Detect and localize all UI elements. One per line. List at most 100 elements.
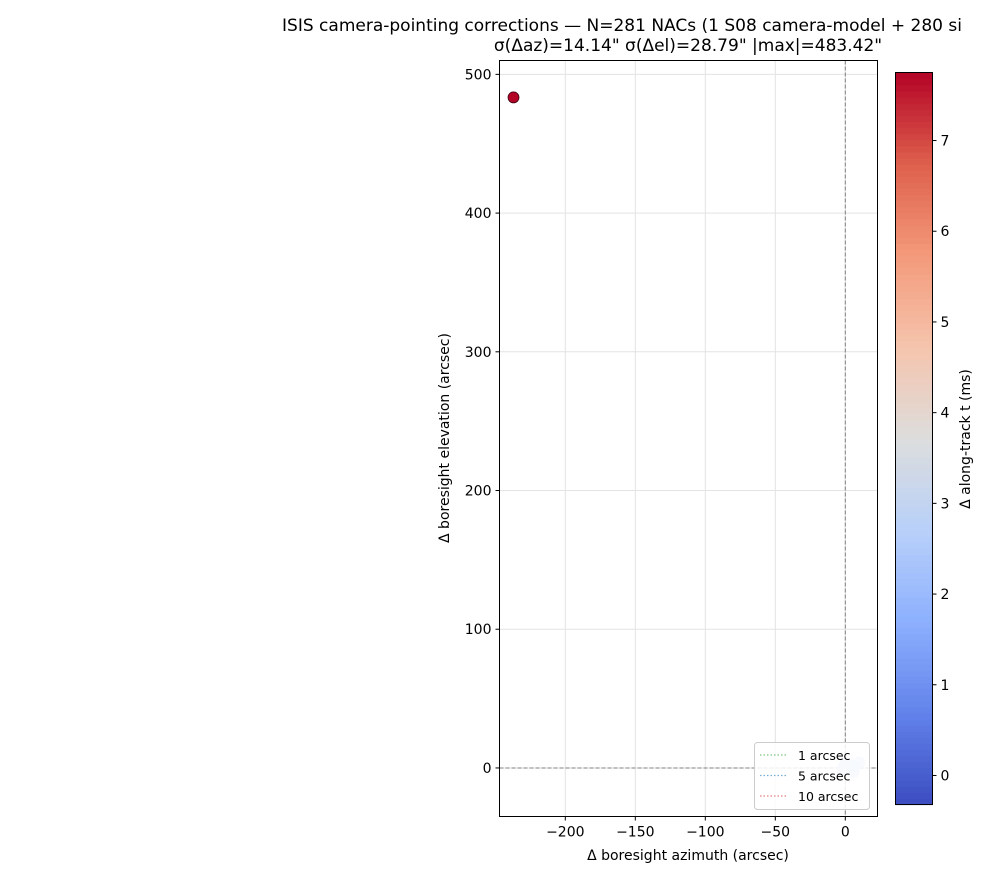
colorbar-segment (895, 426, 933, 433)
colorbar-segment (895, 737, 933, 745)
colorbar-segment (895, 725, 933, 732)
colorbar-segment (895, 176, 933, 183)
colorbar-segment (895, 761, 933, 769)
colorbar-segment (895, 243, 933, 250)
colorbar-gradient (895, 72, 933, 806)
colorbar-segment (895, 316, 933, 324)
colorbar-segment (895, 438, 933, 446)
legend-label: 10 arcsec (798, 789, 858, 804)
y-tick-label: 0 (483, 761, 492, 777)
colorbar-segment (895, 792, 933, 799)
colorbar-segment (895, 627, 933, 635)
legend-label: 5 arcsec (798, 769, 851, 784)
colorbar-segment (895, 645, 933, 653)
colorbar-segment (895, 597, 933, 604)
colorbar-tick-label: 0 (941, 768, 950, 784)
colorbar-segment (895, 639, 933, 647)
colorbar-segment (895, 481, 933, 488)
colorbar-segment (895, 505, 933, 513)
colorbar-segment (895, 700, 933, 708)
plot-area: −200 −150 −100 −50 0 0 100 200 300 400 500 (465, 60, 878, 841)
colorbar-segment (895, 780, 933, 787)
colorbar-tick-label: 7 (941, 134, 950, 150)
colorbar-segment (895, 682, 933, 690)
colorbar-segment (895, 743, 933, 751)
colorbar-segment (895, 487, 933, 494)
data-point (507, 91, 520, 104)
colorbar-segment (895, 322, 933, 330)
colorbar-tick-label: 3 (941, 496, 950, 512)
colorbar-segment (895, 420, 933, 427)
colorbar-segment (895, 456, 933, 464)
y-tick-label: 400 (465, 206, 492, 222)
colorbar-segment (895, 432, 933, 440)
colorbar-segment (895, 261, 933, 269)
y-axis-ticks: 0 100 200 300 400 500 (465, 67, 500, 777)
colorbar-segment (895, 139, 933, 147)
colorbar-segment (895, 652, 933, 659)
y-tick-label: 100 (465, 622, 492, 638)
colorbar-segment (895, 719, 933, 726)
x-tick-label: −100 (686, 825, 724, 841)
colorbar-segment (895, 584, 933, 592)
colorbar-segment (895, 157, 933, 165)
colorbar-segment (895, 170, 933, 177)
colorbar-segment (895, 542, 933, 549)
colorbar-segment (895, 749, 933, 757)
colorbar-segment (895, 389, 933, 397)
colorbar-segment (895, 298, 933, 305)
colorbar-segment (895, 694, 933, 702)
colorbar-label: Δ along-track t (ms) (958, 369, 974, 509)
colorbar-segment (895, 572, 933, 580)
colorbar-segment (895, 609, 933, 616)
colorbar-segment (895, 615, 933, 623)
x-tick-label: −150 (616, 825, 654, 841)
colorbar-segment (895, 145, 933, 153)
colorbar-segment (895, 310, 933, 318)
colorbar-segment (895, 591, 933, 598)
colorbar-segment (895, 164, 933, 171)
colorbar-segment (895, 706, 933, 714)
y-axis-label: Δ boresight elevation (arcsec) (437, 333, 453, 543)
chart-subtitle: σ(Δaz)=14.14" σ(Δel)=28.79" |max|=483.42… (494, 36, 882, 56)
colorbar-segment (895, 328, 933, 336)
x-tick-label: −50 (761, 825, 791, 841)
colorbar-segment (895, 286, 933, 293)
colorbar-segment (895, 115, 933, 122)
colorbar-segment (895, 353, 933, 360)
colorbar-segment (895, 774, 933, 781)
colorbar-segment (895, 279, 933, 287)
colorbar-segment (895, 554, 933, 562)
colorbar-segment (895, 633, 933, 641)
colorbar-segment (895, 414, 933, 421)
x-tick-label: −200 (546, 825, 584, 841)
colorbar-segment (895, 755, 933, 763)
colorbar-segment (895, 603, 933, 610)
colorbar-segment (895, 536, 933, 543)
colorbar-segment (895, 96, 933, 104)
colorbar-segment (895, 347, 933, 354)
colorbar-segment (895, 365, 933, 372)
colorbar-segment (895, 560, 933, 568)
colorbar-segment (895, 499, 933, 507)
colorbar-segment (895, 133, 933, 141)
colorbar-segment (895, 121, 933, 128)
colorbar-segment (895, 566, 933, 574)
colorbar-segment (895, 212, 933, 220)
colorbar-segment (895, 475, 933, 482)
colorbar-segment (895, 548, 933, 555)
colorbar-segment (895, 444, 933, 452)
colorbar-segment (895, 578, 933, 586)
colorbar-segment (895, 194, 933, 202)
colorbar-segment (895, 267, 933, 275)
colorbar-segment (895, 188, 933, 196)
colorbar-segment (895, 72, 933, 80)
colorbar-frame (895, 72, 933, 805)
colorbar-segment (895, 231, 933, 238)
legend-box (754, 742, 870, 810)
colorbar-segment (895, 786, 933, 793)
colorbar-segment (895, 84, 933, 92)
colorbar-segment (895, 377, 933, 385)
colorbar-segment (895, 273, 933, 281)
